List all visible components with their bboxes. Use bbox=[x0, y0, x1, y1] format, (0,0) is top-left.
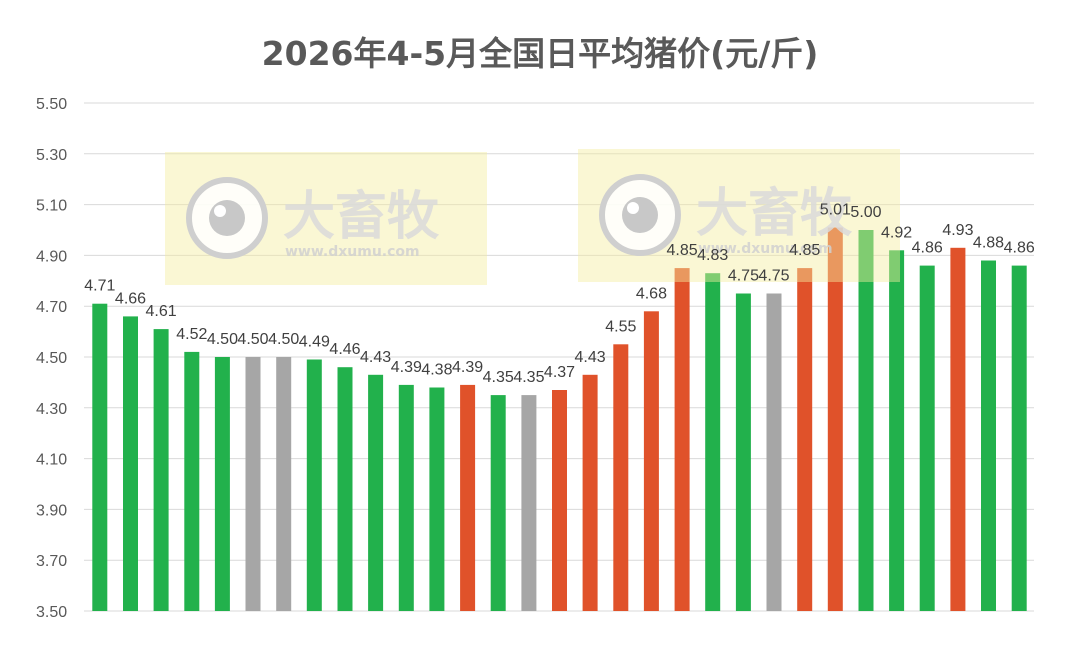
bar bbox=[490, 395, 506, 611]
data-label: 4.50 bbox=[268, 331, 299, 348]
bar bbox=[306, 359, 322, 611]
bar bbox=[797, 268, 813, 611]
bar bbox=[153, 329, 169, 611]
y-tick-label: 4.70 bbox=[36, 299, 67, 316]
watermark-brand: 大畜牧 bbox=[283, 187, 440, 247]
bar bbox=[337, 367, 353, 611]
data-label: 4.75 bbox=[728, 268, 759, 285]
data-label: 4.39 bbox=[391, 359, 422, 376]
bar bbox=[552, 390, 567, 611]
watermark-url: www.dxumu.com bbox=[698, 241, 833, 257]
bar bbox=[613, 344, 629, 611]
data-label: 4.37 bbox=[544, 364, 575, 381]
bar bbox=[735, 293, 751, 611]
data-label: 4.86 bbox=[1004, 240, 1035, 257]
watermark-brand: 大畜牧 bbox=[696, 184, 853, 244]
data-label: 5.01 bbox=[820, 202, 851, 219]
data-label: 4.38 bbox=[421, 362, 452, 379]
data-label: 4.71 bbox=[84, 278, 115, 295]
bar bbox=[919, 265, 935, 611]
y-tick-label: 3.50 bbox=[36, 604, 67, 621]
data-label: 4.55 bbox=[605, 318, 636, 335]
data-label: 4.88 bbox=[973, 235, 1004, 252]
bar bbox=[889, 250, 905, 612]
y-tick-label: 3.70 bbox=[36, 553, 67, 570]
y-tick-label: 5.30 bbox=[36, 147, 67, 164]
data-label: 4.35 bbox=[483, 369, 514, 386]
y-tick-label: 3.90 bbox=[36, 502, 67, 519]
data-label: 5.00 bbox=[850, 204, 881, 221]
bar bbox=[950, 247, 966, 612]
y-tick-label: 4.30 bbox=[36, 401, 67, 418]
bar bbox=[429, 387, 445, 611]
bar bbox=[705, 273, 721, 611]
bar bbox=[981, 260, 996, 611]
data-label: 4.85 bbox=[789, 242, 820, 259]
data-label: 4.49 bbox=[299, 334, 330, 351]
bar bbox=[582, 374, 598, 611]
data-label: 4.43 bbox=[575, 349, 606, 366]
bar bbox=[92, 303, 108, 611]
bar bbox=[184, 351, 200, 611]
y-tick-label: 5.10 bbox=[36, 198, 67, 215]
bar bbox=[858, 230, 874, 611]
data-label: 4.50 bbox=[207, 331, 238, 348]
watermark-url: www.dxumu.com bbox=[285, 244, 420, 260]
data-label: 4.75 bbox=[758, 268, 789, 285]
bar bbox=[398, 384, 414, 611]
data-label: 4.50 bbox=[237, 331, 268, 348]
watermark-logo-icon bbox=[186, 177, 268, 259]
bar bbox=[1011, 265, 1027, 611]
data-label: 4.92 bbox=[881, 224, 912, 241]
y-axis: 5.50 5.30 5.10 4.90 4.70 4.50 4.30 4.10 3.90 3.70… bbox=[36, 96, 67, 621]
data-label: 4.85 bbox=[667, 242, 698, 259]
bar bbox=[123, 316, 138, 611]
data-label: 4.35 bbox=[513, 369, 544, 386]
data-label: 4.83 bbox=[697, 247, 728, 264]
bar bbox=[827, 227, 843, 611]
data-label: 4.68 bbox=[636, 285, 667, 302]
data-labels: 4.714.664.614.52 4.50 4.50 4.50 4.49 4.46 4.43… bbox=[84, 202, 1035, 387]
bar bbox=[276, 357, 292, 611]
bar bbox=[643, 311, 659, 611]
bar bbox=[368, 374, 384, 611]
data-label: 4.46 bbox=[329, 341, 360, 358]
bar bbox=[674, 268, 690, 611]
y-tick-label: 4.90 bbox=[36, 248, 67, 265]
data-label: 4.86 bbox=[912, 240, 943, 257]
data-label: 4.93 bbox=[942, 222, 973, 239]
data-label: 4.43 bbox=[360, 349, 391, 366]
bars bbox=[92, 227, 1027, 612]
data-label: 4.61 bbox=[146, 303, 177, 320]
y-tick-label: 4.10 bbox=[36, 452, 67, 469]
bar bbox=[766, 293, 782, 611]
data-label: 4.39 bbox=[452, 359, 483, 376]
watermark: 大畜牧 www.dxumu.com bbox=[578, 149, 900, 282]
y-tick-label: 5.50 bbox=[36, 96, 67, 113]
watermark: 大畜牧 www.dxumu.com bbox=[165, 152, 487, 285]
data-label: 4.52 bbox=[176, 326, 207, 343]
data-label: 4.66 bbox=[115, 290, 146, 307]
bar bbox=[521, 395, 537, 611]
chart-title: 2026年4-5月全国日平均猪价(元/斤) bbox=[261, 34, 819, 73]
bar bbox=[460, 384, 476, 611]
y-tick-label: 4.50 bbox=[36, 350, 67, 367]
bar bbox=[214, 357, 230, 611]
bar bbox=[245, 357, 261, 611]
watermark-logo-icon bbox=[599, 174, 681, 256]
